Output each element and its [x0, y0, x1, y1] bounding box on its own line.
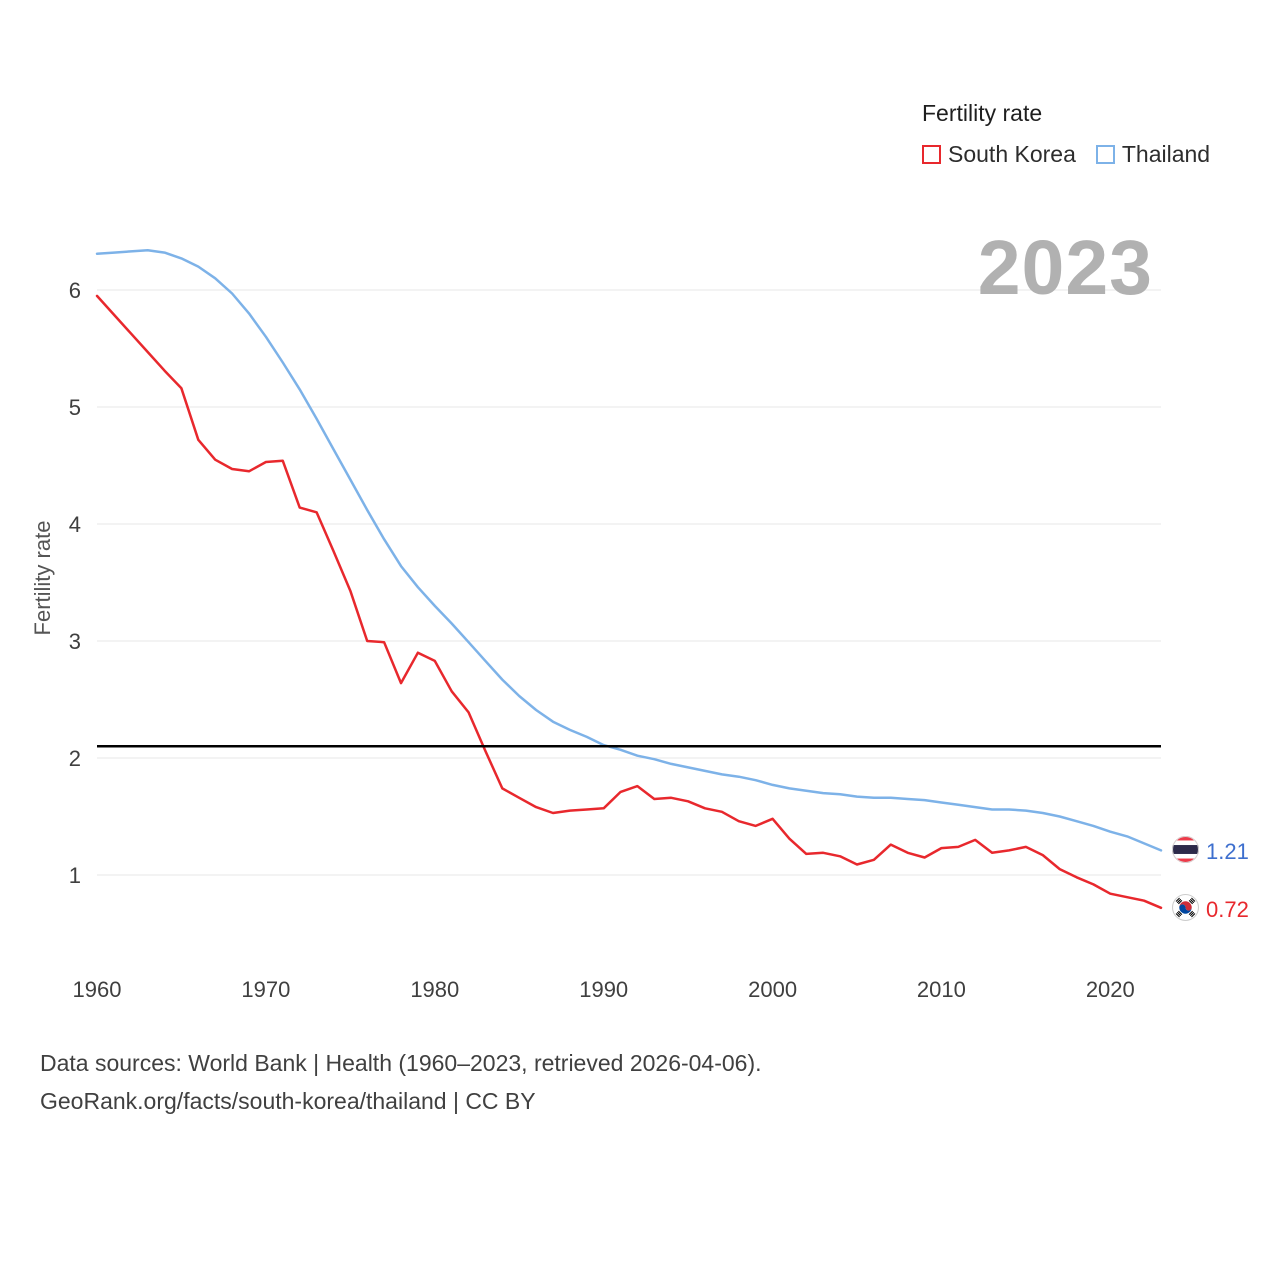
svg-text:1980: 1980: [410, 977, 459, 1002]
legend-title: Fertility rate: [922, 100, 1043, 126]
footer: Data sources: World Bank | Health (1960–…: [40, 1044, 762, 1120]
svg-text:2020: 2020: [1086, 977, 1135, 1002]
svg-text:2000: 2000: [748, 977, 797, 1002]
legend-row: South Korea Thailand: [922, 141, 1252, 168]
legend: Fertility rate South Korea Thailand: [922, 100, 1252, 168]
svg-text:2010: 2010: [917, 977, 966, 1002]
svg-text:2: 2: [69, 746, 81, 771]
svg-text:5: 5: [69, 395, 81, 420]
y-axis-tick-labels: 1 2 3 4 5 6: [69, 278, 81, 888]
south-korea-flag-icon: [1172, 894, 1199, 926]
legend-label-south-korea: South Korea: [948, 141, 1076, 167]
svg-text:3: 3: [69, 629, 81, 654]
svg-text:4: 4: [69, 512, 81, 537]
data-sources-text: Data sources: World Bank | Health (1960–…: [40, 1050, 762, 1076]
x-axis-tick-labels: 1960 1970 1980 1990 2000 2010 2020: [73, 977, 1135, 1002]
year-watermark: 2023: [977, 225, 1153, 311]
legend-item-south-korea[interactable]: South Korea: [922, 141, 1076, 168]
legend-item-thailand[interactable]: Thailand: [1095, 141, 1211, 168]
thailand-swatch-icon: [1095, 145, 1115, 164]
series-lines: [95, 248, 1163, 910]
svg-text:1990: 1990: [579, 977, 628, 1002]
south-korea-swatch-icon: [922, 145, 941, 164]
legend-label-thailand: Thailand: [1121, 141, 1211, 167]
end-label-thailand: 1.21: [1172, 836, 1249, 868]
svg-text:6: 6: [69, 278, 81, 303]
svg-text:1960: 1960: [73, 977, 122, 1002]
south-korea-end-value: 0.72: [1206, 897, 1249, 922]
gridlines: [97, 289, 1161, 876]
attribution-text: GeoRank.org/facts/south-korea/thailand |…: [40, 1088, 536, 1114]
svg-text:1970: 1970: [241, 977, 290, 1002]
thailand-end-value: 1.21: [1206, 839, 1249, 864]
end-label-south-korea: 0.72: [1172, 894, 1249, 926]
svg-text:1: 1: [69, 863, 81, 888]
y-axis-title: Fertility rate: [30, 520, 55, 636]
thailand-flag-icon: [1172, 836, 1199, 868]
